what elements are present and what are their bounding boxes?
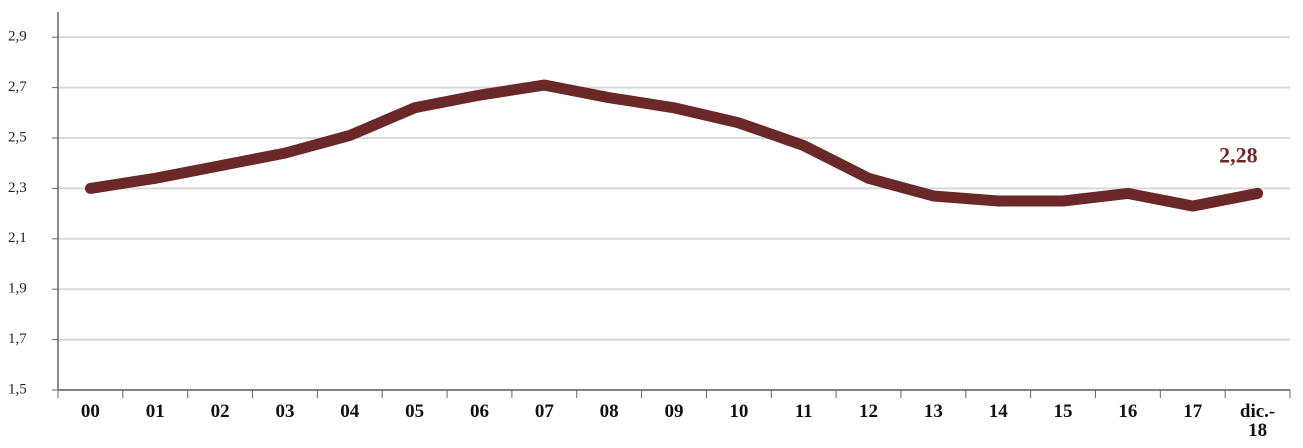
x-tick-label: 00 bbox=[80, 401, 100, 422]
x-tick-label: 09 bbox=[664, 401, 684, 422]
y-tick-label: 1,7 bbox=[8, 331, 27, 347]
x-tick-label: 03 bbox=[275, 401, 295, 422]
x-tick-label: 07 bbox=[534, 401, 554, 422]
x-tick-label: 15 bbox=[1053, 401, 1073, 422]
x-tick-label: 10 bbox=[729, 401, 749, 422]
x-tick-label: 11 bbox=[794, 401, 813, 422]
x-tick-label: 17 bbox=[1183, 401, 1203, 422]
y-tick-label: 2,9 bbox=[8, 29, 27, 45]
y-tick-label: 1,9 bbox=[8, 281, 27, 297]
x-tick-label: 02 bbox=[210, 401, 230, 422]
data-label: 2,28 bbox=[1219, 142, 1258, 167]
y-tick-label: 2,3 bbox=[8, 180, 27, 196]
y-tick-label: 2,5 bbox=[8, 129, 27, 145]
x-tick-label: 05 bbox=[405, 401, 425, 422]
x-tick-label: 08 bbox=[599, 401, 619, 422]
x-tick-label: dic.- 18 bbox=[1239, 401, 1276, 441]
y-tick-label: 2,1 bbox=[8, 230, 27, 246]
x-tick-label: 16 bbox=[1118, 401, 1138, 422]
line bbox=[84, 79, 1264, 212]
x-tick-label: 01 bbox=[145, 401, 165, 422]
x-tick-label: 14 bbox=[988, 401, 1008, 422]
y-tick-label: 1,5 bbox=[8, 381, 27, 397]
x-tick-label: 12 bbox=[859, 401, 879, 422]
y-tick-label: 2,7 bbox=[8, 79, 27, 95]
x-tick-label: 04 bbox=[340, 401, 360, 422]
x-tick-label: 13 bbox=[923, 401, 943, 422]
x-tick-label: 06 bbox=[469, 401, 489, 422]
